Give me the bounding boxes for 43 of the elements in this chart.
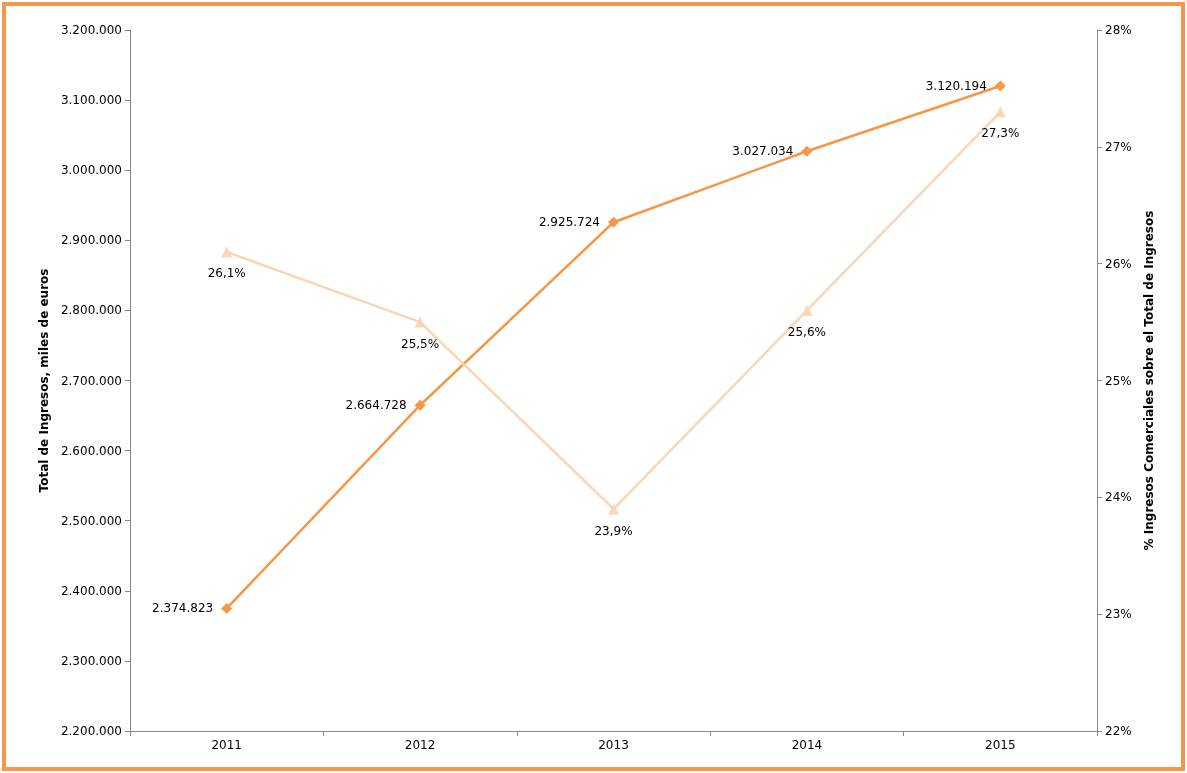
- y2-tick-label: 24%: [1105, 490, 1132, 505]
- point: [608, 503, 619, 515]
- x-tick-label: 2015: [985, 738, 1016, 752]
- y2-tick-label: 22%: [1105, 724, 1132, 738]
- point: [414, 316, 426, 328]
- x-tick-label: 2011: [211, 738, 242, 752]
- x-tick-label: 2012: [404, 738, 436, 752]
- x-tick-label: 2014: [791, 738, 823, 752]
- data-label: 25,6%: [787, 324, 826, 339]
- x-tick-label: 2013: [598, 738, 629, 752]
- y2-tick-label: 25%: [1105, 373, 1132, 388]
- data-label: 23,9%: [594, 523, 633, 538]
- point: [608, 216, 619, 228]
- y2-axis-title: % Ingresos Comerciales sobre el Total de Ingresos: [1141, 210, 1156, 551]
- point: [221, 602, 233, 614]
- data-label: 25,5%: [401, 336, 440, 351]
- data-label: 26,1%: [207, 266, 246, 281]
- data-label: 2.664.728: [345, 398, 407, 413]
- y-tick-label: 2.200.000: [60, 724, 122, 738]
- y-tick-label: 2.800.000: [60, 303, 122, 318]
- y-tick-label: 2.700.000: [60, 373, 122, 388]
- y-tick-label: 2.400.000: [60, 583, 122, 598]
- y2-tick-label: 26%: [1105, 256, 1132, 271]
- data-label: 3.027.034: [732, 144, 794, 159]
- point: [994, 80, 1006, 92]
- y2-tick-label: 23%: [1105, 607, 1132, 622]
- point: [801, 145, 813, 157]
- y-axis-title: Total de Ingresos, miles de euros: [37, 268, 52, 493]
- y-tick-label: 2.600.000: [60, 443, 122, 458]
- y-tick-label: 2.300.000: [60, 653, 122, 668]
- y-tick-label: 3.200.000: [60, 23, 122, 37]
- y2-tick-label: 27%: [1105, 139, 1132, 154]
- point: [221, 246, 233, 258]
- data-label: 2.925.724: [538, 215, 600, 230]
- y-tick-label: 3.100.000: [60, 93, 122, 108]
- y2-tick-label: 28%: [1105, 23, 1132, 37]
- data-label: 27,3%: [981, 126, 1020, 141]
- y-tick-label: 2.900.000: [60, 233, 122, 248]
- point: [414, 399, 426, 411]
- data-label: 3.120.194: [925, 78, 987, 93]
- data-label: 2.374.823: [152, 601, 214, 616]
- y-tick-label: 2.500.000: [60, 513, 122, 528]
- y-tick-label: 3.000.000: [60, 163, 122, 178]
